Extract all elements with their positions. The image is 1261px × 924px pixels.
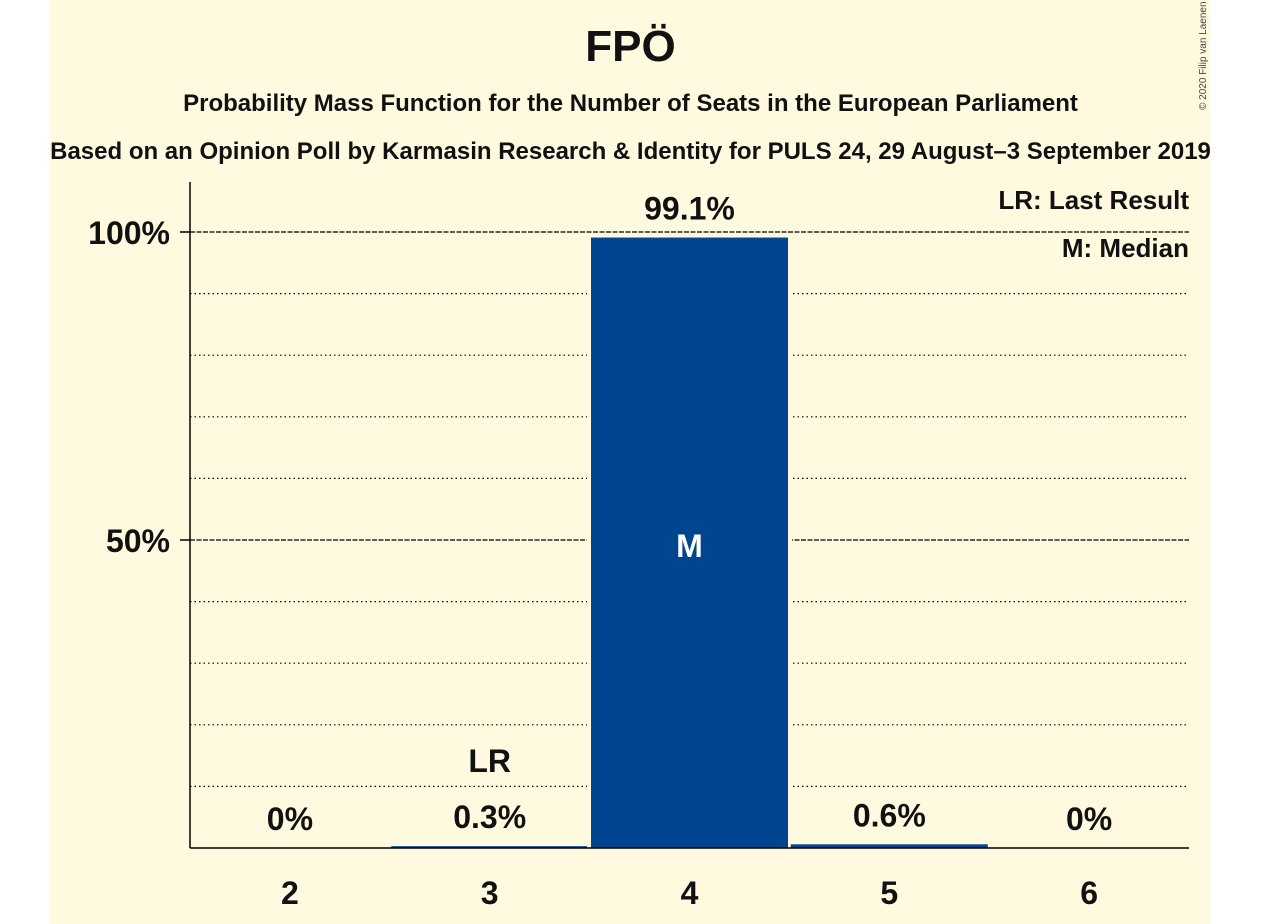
label-background (241, 800, 338, 840)
chart-subtitle: Probability Mass Function for the Number… (183, 90, 1078, 117)
label-background (1041, 800, 1138, 840)
bar-value-label: 0% (267, 801, 313, 837)
bar-gap (788, 237, 792, 848)
x-tick-label: 3 (481, 875, 499, 911)
x-tick-label: 5 (880, 875, 898, 911)
label-background (641, 189, 738, 230)
bar-value-label: 0% (1066, 801, 1112, 837)
chart-title: FPÖ (585, 22, 676, 71)
x-tick-label: 6 (1080, 875, 1098, 911)
chart-source: Based on an Opinion Poll by Karmasin Res… (50, 138, 1211, 165)
label-background (459, 742, 520, 783)
bar (790, 844, 988, 848)
bar-gap (587, 237, 591, 848)
y-tick-label: 100% (88, 215, 170, 251)
bar-value-label: 99.1% (644, 191, 735, 227)
last-result-marker: LR (468, 743, 511, 779)
bar (591, 237, 788, 848)
label-background (841, 796, 938, 837)
label-background (441, 798, 538, 839)
y-tick-label: 50% (106, 523, 170, 559)
bar-value-label: 0.6% (853, 797, 926, 833)
legend-last-result: LR: Last Result (998, 185, 1189, 215)
bar (391, 846, 589, 848)
median-marker: M (676, 528, 703, 564)
x-tick-label: 4 (681, 875, 699, 911)
legend-median: M: Median (1062, 233, 1189, 263)
x-tick-label: 2 (281, 875, 299, 911)
bar-value-label: 0.3% (453, 799, 526, 835)
